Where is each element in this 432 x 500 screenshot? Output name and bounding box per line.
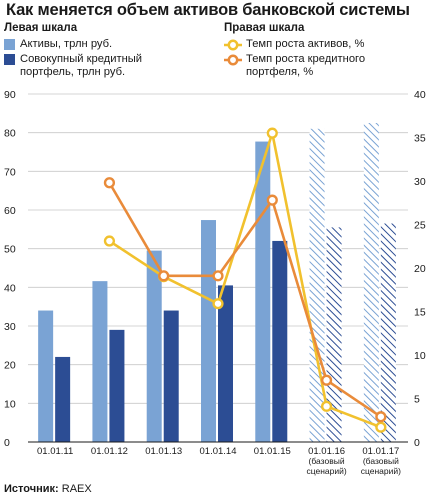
legend-item-assets-growth: Темп роста активов, % [224,38,429,51]
point-assets-growth [266,127,278,139]
bar-assets [309,128,325,443]
source-prefix: Источник: [4,483,59,495]
bar-loans [272,240,288,442]
left-tick-label: 0 [4,437,10,449]
point-assets-growth [320,400,333,412]
bar-assets [363,123,379,442]
right-tick-label: 5 [414,394,420,406]
point-assets-growth [103,235,116,247]
chart-area: 0 10 20 30 40 50 60 70 80 90 0 5 10 15 20 25 30 35 40 01.01… [4,89,426,476]
legend-left-header: Левая шкала [4,22,78,34]
left-tick-label: 70 [4,166,16,178]
category-label: 01.01.13 [145,446,182,457]
legend-item-loans: Совокупный кредитный портфель, трлн руб. [4,53,219,79]
left-tick-label: 80 [4,128,16,140]
category-label: 01.01.15 [254,446,291,457]
point-assets-growth [212,298,224,310]
bar-assets [201,220,216,442]
bar-loans [163,310,179,442]
legend-label-loans-growth: Темп роста кредитного портфеля, % [246,53,366,78]
left-tick-label: 40 [4,282,16,294]
right-tick-label: 25 [414,220,426,232]
category-label: 01.01.14 [200,446,237,457]
left-tick-label: 20 [4,360,16,372]
category-label: (базовый [309,456,345,466]
right-tick-label: 0 [414,437,420,449]
legend-item-loans-growth: Темп роста кредитного портфеля, % [224,53,429,79]
legend-left: Левая шкала Активы, трлн руб. Совокупный… [4,22,219,81]
bar-assets [92,281,108,442]
legend-icon-assets-growth [224,39,242,51]
right-tick-label: 35 [414,133,426,145]
legend-item-assets: Активы, трлн руб. [4,38,219,51]
point-assets-growth [375,421,387,433]
right-tick-label: 10 [414,350,426,362]
bar-loans [109,329,125,442]
source-note: Источник: RAEX [4,483,92,495]
category-label: 01.01.12 [91,446,128,457]
legend-icon-loans-growth [224,54,242,66]
legend-label-assets-growth: Темп роста активов, % [246,38,365,50]
legend-label-loans: Совокупный кредитный портфель, трлн руб. [20,53,143,78]
category-label: сценарий) [306,466,346,476]
right-tick-label: 40 [414,89,426,101]
legend-swatch-loans [4,54,15,65]
left-tick-label: 60 [4,205,16,217]
bar-loans [55,356,71,442]
bar-loans [380,223,396,442]
legend-label-assets: Активы, трлн руб. [20,38,113,50]
point-loans-growth [103,177,116,189]
legend-swatch-assets [4,39,15,50]
right-tick-label: 30 [414,176,426,188]
bar-loans [218,285,233,442]
category-label: 01.01.16 [308,446,345,457]
point-loans-growth [320,374,333,386]
point-loans-growth [266,194,278,206]
left-tick-label: 90 [4,89,16,101]
left-tick-label: 30 [4,321,16,333]
left-tick-label: 10 [4,398,16,410]
category-label: 01.01.17 [362,446,399,457]
left-tick-label: 50 [4,244,16,256]
legend-right: Правая шкала Темп роста активов, % Темп … [224,22,429,81]
source-value: RAEX [61,483,92,495]
legend-right-header: Правая шкала [224,22,305,34]
bar-assets [38,310,54,442]
bar-assets [255,141,271,442]
category-label: сценарий) [361,466,401,476]
point-loans-growth [158,270,170,282]
line-loans-growth [108,182,382,418]
right-tick-label: 20 [414,263,426,275]
chart-title: Как меняется объем активов банковской си… [6,1,410,19]
category-label: 01.01.11 [37,446,73,457]
point-loans-growth [212,270,224,282]
bar-assets [146,250,162,442]
category-label: (базовый [363,456,399,466]
point-loans-growth [375,411,387,423]
line-assets-growth [108,131,382,429]
right-tick-label: 15 [414,307,426,319]
